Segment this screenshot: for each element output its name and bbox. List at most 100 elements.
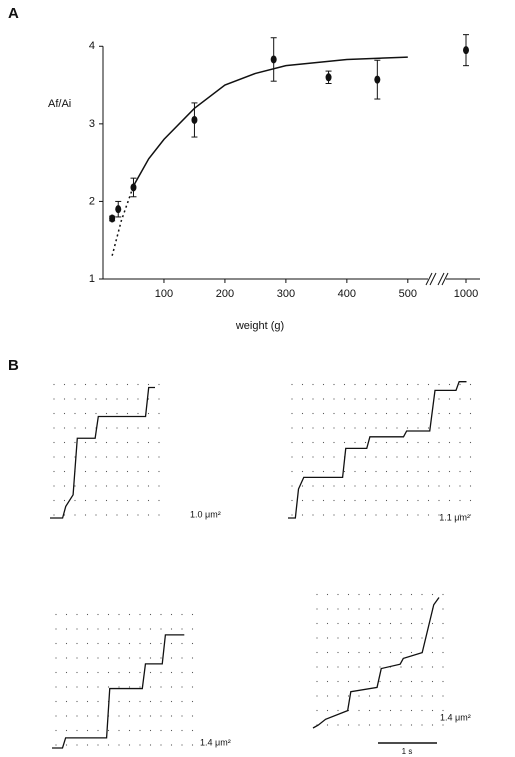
grid-dot (105, 441, 108, 444)
grid-dot (107, 657, 110, 659)
x-tick-label: 100 (155, 288, 173, 300)
grid-dot (343, 441, 346, 444)
grid-dot (291, 383, 293, 386)
grid-dot (427, 441, 430, 444)
grid-dot (126, 456, 129, 458)
grid-dot (368, 651, 371, 654)
grid-dot (358, 608, 360, 610)
grid-dot (160, 686, 162, 688)
grid-dot (160, 613, 162, 616)
grid-dot (438, 441, 440, 444)
grid-dot (316, 622, 318, 625)
grid-dot (368, 666, 371, 668)
grid-dot (400, 724, 402, 726)
grid-dot (191, 657, 194, 659)
grid-dot (448, 470, 451, 473)
grid-dot (97, 729, 99, 732)
grid-dot (343, 398, 346, 400)
grid-dot (105, 383, 108, 386)
grid-dot (358, 724, 360, 726)
grid-dot (97, 613, 99, 616)
grid-dot (364, 485, 367, 487)
x-tick-label: 500 (399, 288, 417, 300)
grid-dot (442, 608, 444, 610)
grid-dot (354, 441, 356, 444)
grid-dot (417, 499, 419, 502)
grid-dot (55, 628, 57, 630)
data-point (270, 55, 277, 64)
grid-dot (326, 709, 329, 712)
grid-dot (118, 686, 120, 688)
grid-dot (160, 657, 162, 659)
grid-dot (427, 499, 430, 502)
grid-dot (358, 695, 360, 697)
grid-dot (421, 709, 423, 712)
grid-dot (368, 695, 371, 697)
grid-dot (347, 724, 350, 726)
grid-dot (364, 499, 367, 502)
x-tick-label: 300 (277, 288, 295, 300)
grid-dot (312, 427, 314, 429)
grid-dot (105, 470, 108, 473)
grid-dot (312, 441, 314, 444)
grid-dot (95, 441, 97, 444)
grid-dot (149, 671, 152, 674)
grid-dot (322, 470, 325, 473)
grid-dot (343, 427, 346, 429)
grid-dot (76, 613, 78, 616)
grid-dot (105, 485, 108, 487)
grid-dot (417, 514, 419, 516)
grid-dot (76, 744, 78, 746)
grid-dot (291, 514, 293, 516)
grid-dot (181, 613, 183, 616)
grid-dot (410, 680, 413, 683)
grid-dot (400, 608, 402, 610)
grid-dot (137, 485, 139, 487)
grid-dot (333, 470, 335, 473)
grid-dot (322, 383, 325, 386)
grid-dot (354, 514, 356, 516)
grid-dot (55, 613, 57, 616)
grid-dot (459, 456, 461, 458)
data-point (325, 73, 332, 82)
grid-dot (400, 695, 402, 697)
grid-dot (107, 686, 110, 688)
grid-dot (375, 441, 377, 444)
grid-dot (400, 666, 402, 668)
grid-dot (368, 680, 371, 683)
grid-dot (107, 671, 110, 674)
grid-dot (364, 412, 367, 415)
grid-dot (406, 499, 409, 502)
grid-dot (160, 729, 162, 732)
grid-dot (301, 441, 304, 444)
grid-dot (97, 642, 99, 645)
grid-dot (417, 485, 419, 487)
grid-dot (149, 700, 152, 703)
grid-dot (291, 441, 293, 444)
grid-dot (343, 470, 346, 473)
grid-dot (191, 613, 194, 616)
grid-dot (379, 666, 381, 668)
grid-dot (379, 622, 381, 625)
grid-dot (84, 485, 87, 487)
y-tick-label: 1 (89, 273, 95, 285)
grid-dot (160, 642, 162, 645)
grid-dot (191, 671, 194, 674)
grid-dot (158, 514, 160, 516)
grid-dot (53, 499, 55, 502)
grid-dot (459, 485, 461, 487)
grid-dot (53, 398, 55, 400)
grid-dot (326, 637, 329, 639)
grid-dot (116, 398, 118, 400)
grid-dot (389, 608, 392, 610)
grid-dot (137, 470, 139, 473)
grid-dot (354, 485, 356, 487)
grid-dot (147, 470, 150, 473)
grid-dot (63, 383, 66, 386)
grid-dot (128, 729, 131, 732)
grid-dot (410, 666, 413, 668)
grid-dot (316, 651, 318, 654)
grid-dot (421, 593, 423, 596)
grid-dot (442, 695, 444, 697)
grid-dot (385, 456, 388, 458)
